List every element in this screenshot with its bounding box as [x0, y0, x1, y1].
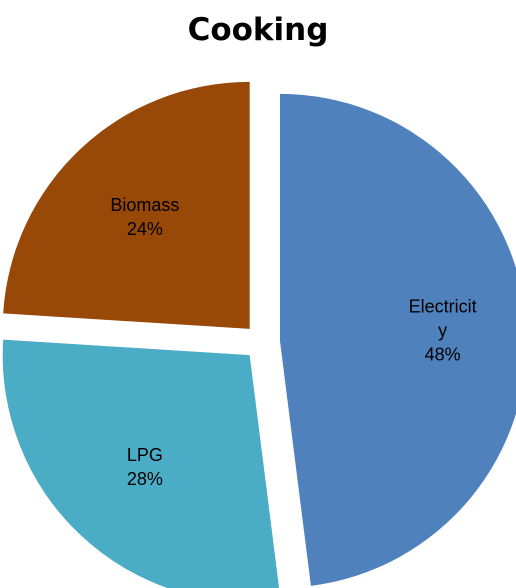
- data-label-biomass: Biomass 24%: [110, 195, 179, 239]
- pie-slice-electricity: [279, 93, 516, 586]
- data-label-line: 24%: [127, 219, 163, 239]
- pie-labels: Electricit y 48% LPG 28% Biomass 24%: [110, 195, 476, 489]
- data-label-electricity: Electricit y 48%: [409, 297, 477, 365]
- data-label-line: LPG: [127, 445, 163, 465]
- data-label-line: Electricit: [409, 297, 477, 317]
- data-label-line: 48%: [425, 345, 461, 365]
- data-label-lpg: LPG 28%: [127, 445, 163, 489]
- data-label-line: Biomass: [110, 195, 179, 215]
- pie-slice-biomass: [3, 81, 250, 329]
- pie-slices: [2, 81, 516, 588]
- data-label-line: y: [438, 321, 447, 341]
- data-label-line: 28%: [127, 469, 163, 489]
- pie-slice-lpg: [2, 339, 280, 588]
- chart-title: Cooking: [187, 12, 329, 48]
